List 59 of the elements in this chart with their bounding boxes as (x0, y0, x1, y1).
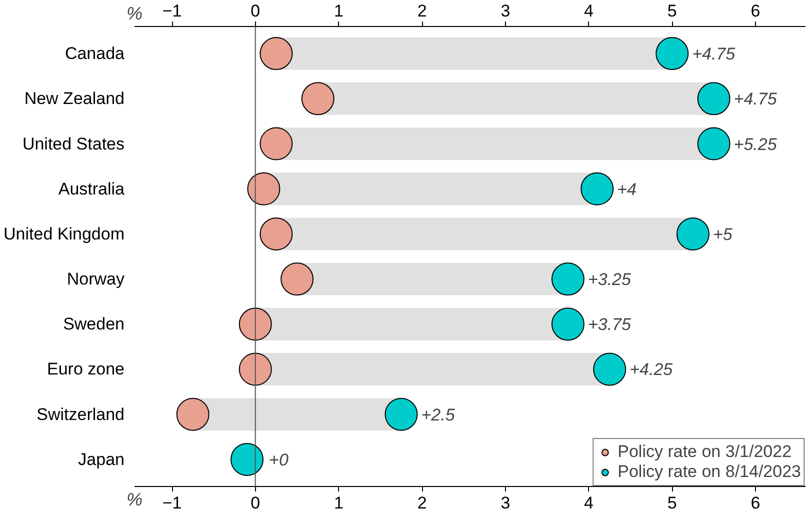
y-tick-label: United Kingdom (4, 224, 125, 244)
x-tick-label: 1 (334, 2, 344, 20)
data-label: +2.5 (421, 405, 456, 424)
data-label: +3.75 (588, 315, 632, 334)
data-label: +4.75 (692, 44, 736, 64)
annotation: +0 (269, 450, 289, 470)
point (301, 82, 334, 116)
point (697, 127, 730, 160)
point (384, 398, 418, 431)
x-tick-label: 4 (584, 2, 594, 20)
point (260, 37, 293, 70)
legend-label: Policy rate on 8/14/2023 (618, 462, 801, 482)
x2-tick-label: 0 (250, 494, 260, 512)
x2-tick-label: 2 (417, 494, 427, 512)
point (238, 352, 272, 386)
point (676, 217, 710, 250)
y-tick-label: Canada (64, 44, 126, 64)
x2-tick-label: −1 (162, 494, 182, 512)
x2-tick-label: 1 (334, 494, 344, 512)
data-label: +5.25 (734, 134, 778, 154)
data-label: +4.25 (630, 360, 674, 380)
point (230, 442, 264, 476)
x-tick-label: 2 (417, 2, 427, 20)
point (247, 172, 280, 206)
x2-axis-title: % (126, 490, 143, 510)
point (260, 127, 293, 160)
x2-tick-label: 5 (667, 494, 677, 512)
x2-tick-label: 4 (584, 494, 594, 512)
point (260, 217, 293, 250)
x-tick-label: 6 (750, 2, 760, 20)
x-tick-label: −1 (162, 2, 182, 20)
x2-tick-label: 3 (500, 494, 510, 512)
x-tick-label: 0 (250, 2, 260, 20)
y-tick-label: United States (22, 134, 125, 154)
point (280, 262, 314, 296)
point (593, 352, 626, 386)
point (238, 308, 272, 341)
data-label: +4.75 (734, 90, 778, 109)
y-tick-label: Australia (58, 179, 126, 198)
y-tick-label: Euro zone (47, 360, 125, 379)
legend-label: Policy rate on 3/1/2022 (618, 442, 792, 462)
point (176, 398, 210, 431)
data-label: +5 (712, 224, 733, 244)
y-tick-label: New Zealand (24, 89, 125, 108)
point (551, 308, 584, 341)
point (697, 82, 730, 116)
point (580, 172, 614, 206)
y-tick-label: Switzerland (36, 404, 125, 424)
point (551, 262, 584, 296)
y-tick-label: Sweden (63, 314, 125, 334)
x-tick-label: 3 (500, 2, 510, 20)
data-label: +3.25 (588, 270, 632, 290)
y-tick-label: Japan (78, 450, 125, 469)
y-tick-label: Norway (66, 270, 125, 289)
x2-tick-label: 6 (750, 494, 760, 512)
point (656, 37, 689, 70)
x-tick-label: 5 (667, 2, 677, 20)
x-axis-title: % (126, 4, 143, 24)
data-label: +4 (617, 180, 637, 199)
